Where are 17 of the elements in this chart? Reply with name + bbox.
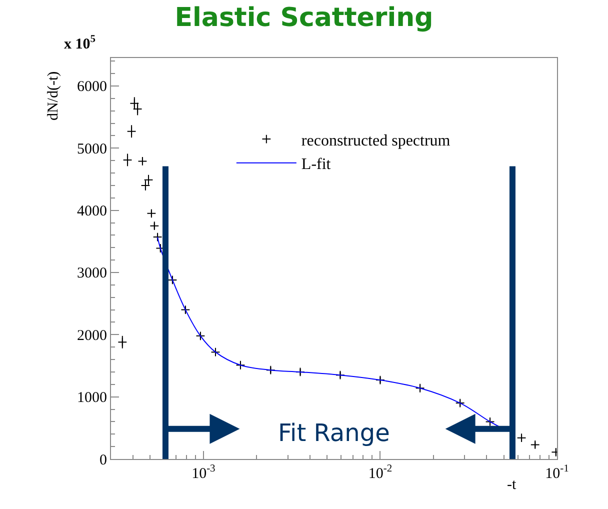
x-tick-label: 10$^{-2}$ [368,464,392,482]
y-tick-label: 0 [100,452,107,468]
text: x 10$^{5}$ [64,34,96,52]
legend-label: L-fit [301,156,332,174]
y-axis-title: dN/d(-t) [45,71,62,121]
y-tick-label: 1000 [77,390,107,406]
y-tick-label: 5000 [77,141,107,158]
y-tick-label: 2000 [77,328,107,344]
chart-title: Elastic Scattering [174,2,434,33]
y-tick-label: 6000 [77,79,107,96]
annotation: Fit Range [278,419,390,447]
y-tick-label: 3000 [77,266,107,282]
x-axis-title: -t [507,477,517,493]
x-tick-label: 10$^{-1}$ [545,464,569,482]
legend-label: reconstructed spectrum [301,132,451,150]
x-tick-label: 10$^{-3}$ [192,464,216,482]
y-tick-label: 4000 [77,204,107,220]
